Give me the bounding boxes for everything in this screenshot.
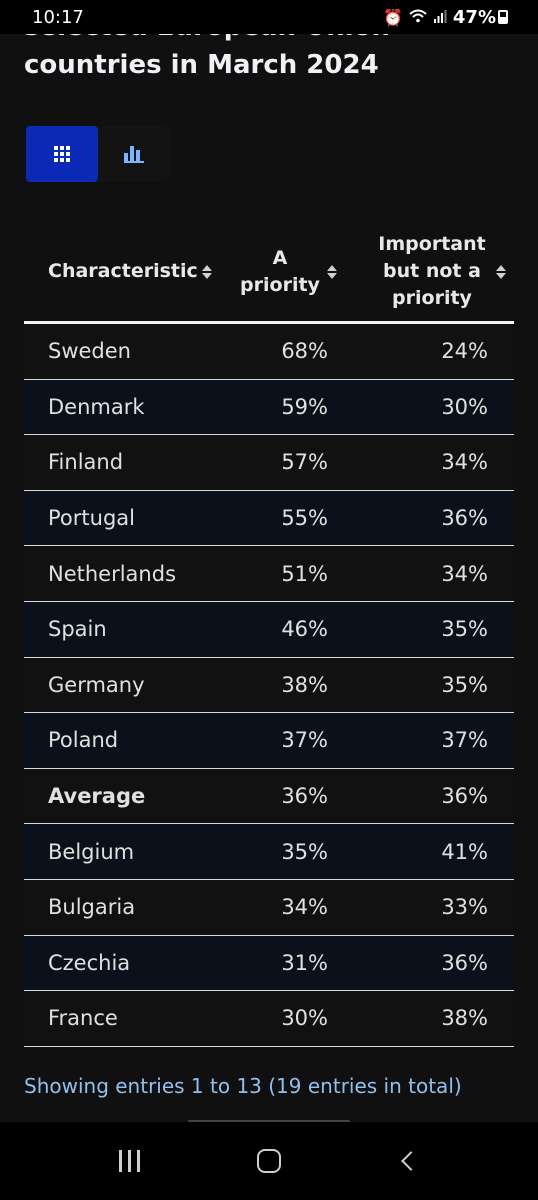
- status-time: 10:17: [32, 6, 84, 28]
- home-icon: [256, 1149, 281, 1173]
- cell-important: 30%: [441, 394, 488, 419]
- table-row: Germany 38% 35%: [24, 657, 514, 714]
- cell-priority: 51%: [281, 561, 328, 586]
- cell-country: Finland: [48, 450, 124, 475]
- cell-priority: 31%: [281, 950, 328, 975]
- cell-priority: 37%: [281, 728, 328, 753]
- cell-priority: 68%: [281, 339, 328, 364]
- table-row: Belgium 35% 41%: [24, 824, 514, 880]
- back-icon: [401, 1151, 422, 1171]
- cell-priority: 30%: [281, 1006, 328, 1031]
- sort-icon: [327, 264, 337, 279]
- bar-chart-icon: [124, 145, 144, 163]
- battery-indicator: 47%: [453, 7, 508, 28]
- navigation-bar: [0, 1122, 538, 1200]
- header-label: Important but not a priority: [378, 233, 486, 309]
- cell-country: Germany: [48, 672, 145, 697]
- header-a-priority[interactable]: A priority: [224, 245, 350, 299]
- alarm-icon: ⏰: [382, 7, 403, 27]
- table-view-button[interactable]: [26, 126, 98, 182]
- cell-important: 35%: [441, 617, 488, 642]
- cell-important: 36%: [441, 506, 488, 531]
- cell-country: Poland: [48, 728, 119, 753]
- table-row: Finland 57% 34%: [24, 435, 514, 491]
- recents-icon: [119, 1150, 141, 1172]
- header-label: Characteristic: [48, 260, 198, 282]
- cell-country: Average: [48, 784, 146, 809]
- header-label: A priority: [240, 246, 320, 296]
- table-row: Portugal 55% 36%: [24, 490, 514, 547]
- table-row: Poland 37% 37%: [24, 713, 514, 769]
- table-row-average: Average 36% 36%: [24, 768, 514, 825]
- cell-country: Bulgaria: [48, 895, 136, 920]
- cell-important: 24%: [441, 339, 488, 364]
- page-content: selected European Union countries in Mar…: [0, 34, 538, 1122]
- table-row: Netherlands 51% 34%: [24, 546, 514, 602]
- header-characteristic[interactable]: Characteristic: [24, 258, 224, 285]
- entries-info: Showing entries 1 to 13 (19 entries in t…: [24, 1074, 462, 1098]
- signal-icon: [433, 8, 447, 27]
- cell-priority: 36%: [281, 784, 328, 809]
- recents-button[interactable]: [100, 1131, 160, 1191]
- cell-important: 34%: [441, 561, 488, 586]
- data-table: Characteristic A priority Important but …: [24, 222, 514, 1047]
- cell-priority: 55%: [281, 506, 328, 531]
- cell-priority: 46%: [281, 617, 328, 642]
- table-row: Sweden 68% 24%: [24, 324, 514, 380]
- cell-country: Denmark: [48, 394, 145, 419]
- status-bar: 10:17 ⏰ 47%: [0, 0, 538, 34]
- cell-country: Netherlands: [48, 561, 177, 586]
- table-row: Spain 46% 35%: [24, 601, 514, 658]
- cell-country: Belgium: [48, 839, 135, 864]
- table-header: Characteristic A priority Important but …: [24, 222, 514, 324]
- cell-country: Sweden: [48, 339, 131, 364]
- battery-icon: [498, 10, 508, 24]
- sort-icon: [201, 264, 212, 279]
- grid-icon: [54, 146, 70, 162]
- cell-important: 41%: [441, 839, 488, 864]
- home-button[interactable]: [239, 1131, 299, 1191]
- scroll-indicator: [188, 1120, 350, 1122]
- cell-country: France: [48, 1006, 118, 1031]
- table-row: Denmark 59% 30%: [24, 379, 514, 436]
- back-button[interactable]: [378, 1131, 438, 1191]
- cell-important: 36%: [441, 950, 488, 975]
- chart-view-button[interactable]: [98, 126, 170, 182]
- cell-priority: 34%: [281, 895, 328, 920]
- cell-priority: 57%: [281, 450, 328, 475]
- table-row: Bulgaria 34% 33%: [24, 879, 514, 936]
- cell-country: Spain: [48, 617, 107, 642]
- cell-important: 35%: [441, 672, 488, 697]
- page-title: selected European Union countries in Mar…: [24, 34, 390, 80]
- cell-priority: 59%: [281, 394, 328, 419]
- header-important[interactable]: Important but not a priority: [350, 231, 514, 312]
- cell-important: 34%: [441, 450, 488, 475]
- cell-important: 36%: [441, 784, 488, 809]
- cell-important: 38%: [441, 1006, 488, 1031]
- cell-country: Portugal: [48, 506, 135, 531]
- table-row: Czechia 31% 36%: [24, 935, 514, 992]
- cell-country: Czechia: [48, 950, 131, 975]
- cell-priority: 38%: [281, 672, 328, 697]
- battery-level: 47%: [452, 6, 496, 28]
- cell-important: 37%: [441, 728, 488, 753]
- sort-icon: [496, 264, 506, 279]
- cell-priority: 35%: [281, 839, 328, 864]
- wifi-icon: [409, 8, 427, 27]
- view-toggle: [26, 126, 170, 182]
- status-icons: ⏰ 47%: [383, 7, 508, 28]
- table-row: France 30% 38%: [24, 991, 514, 1047]
- cell-important: 33%: [441, 895, 488, 920]
